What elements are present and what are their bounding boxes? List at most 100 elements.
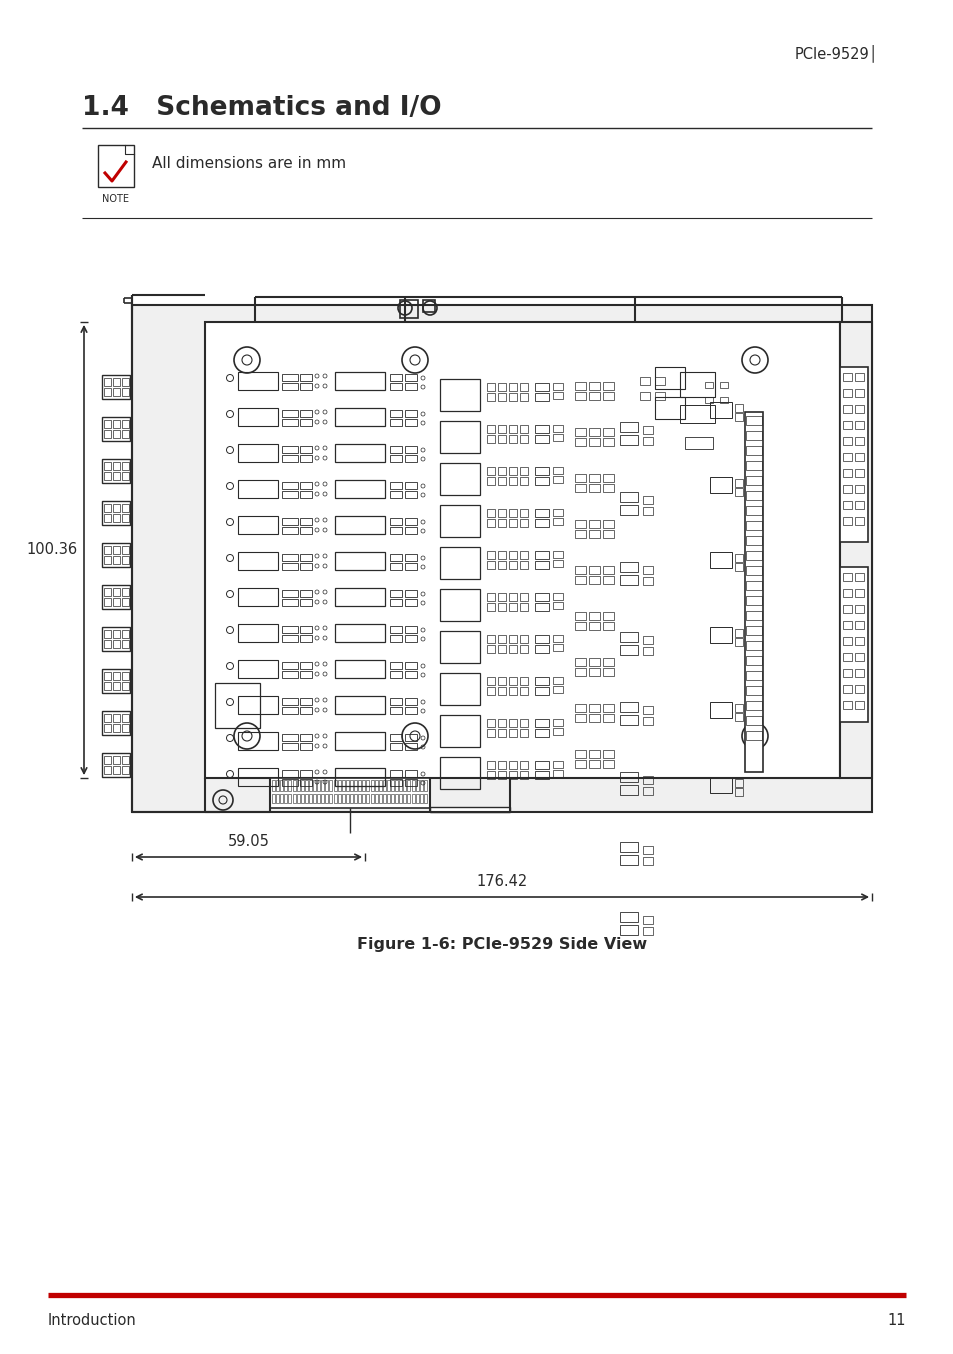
Bar [588,437,599,445]
Bar [122,640,129,649]
Bar [486,770,495,779]
Bar [405,707,416,714]
Bar [588,520,599,528]
Bar [854,372,863,380]
Bar [102,375,130,399]
Text: All dimensions are in mm: All dimensions are in mm [152,156,346,171]
Bar [104,682,111,691]
Bar [486,477,495,485]
Bar [299,519,312,525]
Bar [734,487,742,496]
Bar [842,685,851,693]
Text: 176.42: 176.42 [476,873,527,890]
Bar [519,645,527,653]
Bar [299,554,312,561]
Bar [237,588,277,607]
Bar [602,529,614,538]
Bar [553,383,562,390]
Bar [316,793,320,803]
Bar [237,372,277,390]
Bar [237,733,277,750]
Bar [679,372,714,397]
Bar [104,630,111,638]
Bar [679,405,714,422]
Bar [519,435,527,443]
Bar [553,645,562,651]
Bar [535,635,548,643]
Bar [509,519,517,527]
Bar [390,492,401,498]
Bar [535,770,548,779]
Bar [299,662,312,669]
Bar [390,374,401,380]
Bar [390,519,401,525]
Bar [422,301,435,311]
Bar [553,467,562,474]
Bar [575,393,585,399]
Bar [390,410,401,417]
Bar [486,635,495,643]
Bar [854,621,863,630]
Bar [439,379,479,412]
Bar [280,780,283,791]
Bar [619,701,638,712]
Bar [745,581,761,590]
Bar [486,435,495,443]
Bar [655,397,684,418]
Bar [497,593,505,601]
Bar [745,460,761,470]
Bar [122,546,129,554]
Bar [316,780,320,791]
Bar [366,780,369,791]
Bar [734,779,742,787]
Bar [102,585,130,609]
Bar [734,403,742,412]
Bar [553,761,562,768]
Bar [104,766,111,774]
Bar [486,728,495,737]
Bar [405,734,416,741]
Bar [350,793,353,803]
Bar [619,785,638,795]
Bar [300,793,303,803]
Bar [112,546,120,554]
Bar [405,590,416,597]
Bar [734,479,742,487]
Bar [405,383,416,390]
Bar [639,393,649,399]
Bar [321,780,324,791]
Bar [854,405,863,413]
Bar [854,501,863,509]
Bar [282,445,297,454]
Bar [237,552,277,570]
Bar [553,551,562,558]
Bar [519,677,527,685]
Bar [497,519,505,527]
Bar [288,793,291,803]
Bar [553,519,562,525]
Bar [104,714,111,722]
Bar [642,857,652,865]
Bar [639,376,649,385]
Bar [335,588,385,607]
Bar [535,509,548,517]
Bar [405,410,416,417]
Bar [299,492,312,498]
Bar [509,467,517,475]
Bar [104,588,111,596]
Bar [519,561,527,569]
Bar [390,672,401,678]
Bar [486,393,495,401]
Bar [497,393,505,401]
Bar [602,474,614,482]
Bar [112,431,120,437]
Bar [405,563,416,570]
Bar [509,645,517,653]
Bar [439,673,479,705]
Bar [588,428,599,436]
Bar [619,854,638,865]
Bar [745,445,761,455]
Bar [704,382,712,389]
Bar [553,677,562,684]
Bar [497,677,505,685]
